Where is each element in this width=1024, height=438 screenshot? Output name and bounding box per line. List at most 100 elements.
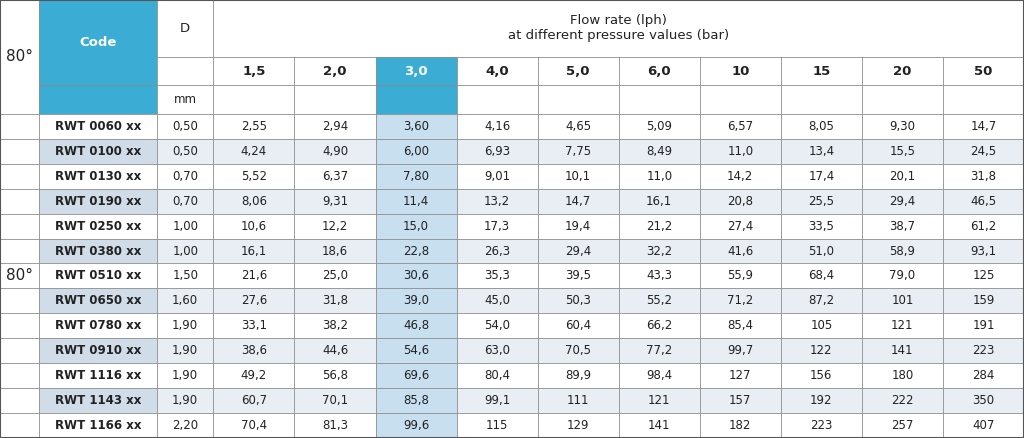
Text: 350: 350 bbox=[973, 394, 994, 407]
FancyBboxPatch shape bbox=[862, 164, 943, 189]
Text: 1,90: 1,90 bbox=[172, 394, 199, 407]
Text: RWT 0910 xx: RWT 0910 xx bbox=[55, 344, 141, 357]
FancyBboxPatch shape bbox=[376, 288, 457, 313]
FancyBboxPatch shape bbox=[0, 388, 39, 413]
FancyBboxPatch shape bbox=[457, 264, 538, 288]
FancyBboxPatch shape bbox=[0, 164, 39, 189]
Text: 21,2: 21,2 bbox=[646, 219, 673, 233]
FancyBboxPatch shape bbox=[0, 363, 39, 388]
Text: 99,7: 99,7 bbox=[727, 344, 754, 357]
FancyBboxPatch shape bbox=[157, 313, 213, 338]
FancyBboxPatch shape bbox=[618, 338, 699, 363]
FancyBboxPatch shape bbox=[213, 363, 295, 388]
FancyBboxPatch shape bbox=[157, 264, 213, 288]
FancyBboxPatch shape bbox=[295, 57, 376, 85]
FancyBboxPatch shape bbox=[457, 239, 538, 264]
FancyBboxPatch shape bbox=[213, 264, 295, 288]
Text: 6,00: 6,00 bbox=[403, 145, 429, 158]
Text: 46,5: 46,5 bbox=[971, 194, 996, 208]
FancyBboxPatch shape bbox=[699, 189, 781, 214]
Text: 0,50: 0,50 bbox=[172, 145, 198, 158]
Text: 129: 129 bbox=[567, 419, 590, 432]
FancyBboxPatch shape bbox=[295, 164, 376, 189]
FancyBboxPatch shape bbox=[157, 288, 213, 313]
FancyBboxPatch shape bbox=[699, 114, 781, 139]
FancyBboxPatch shape bbox=[862, 413, 943, 438]
FancyBboxPatch shape bbox=[538, 264, 618, 288]
Text: 11,0: 11,0 bbox=[646, 170, 673, 183]
Text: 141: 141 bbox=[891, 344, 913, 357]
FancyBboxPatch shape bbox=[157, 338, 213, 363]
FancyBboxPatch shape bbox=[376, 264, 457, 288]
Text: 79,0: 79,0 bbox=[890, 269, 915, 283]
FancyBboxPatch shape bbox=[538, 338, 618, 363]
Text: 38,6: 38,6 bbox=[241, 344, 267, 357]
FancyBboxPatch shape bbox=[295, 338, 376, 363]
Text: 1,00: 1,00 bbox=[172, 244, 199, 258]
FancyBboxPatch shape bbox=[213, 85, 295, 114]
Text: 85,8: 85,8 bbox=[403, 394, 429, 407]
FancyBboxPatch shape bbox=[943, 139, 1024, 164]
FancyBboxPatch shape bbox=[213, 313, 295, 338]
Text: 22,8: 22,8 bbox=[403, 244, 429, 258]
Text: 6,0: 6,0 bbox=[647, 65, 671, 78]
FancyBboxPatch shape bbox=[781, 114, 862, 139]
FancyBboxPatch shape bbox=[0, 114, 39, 139]
FancyBboxPatch shape bbox=[213, 239, 295, 264]
Text: 20,8: 20,8 bbox=[727, 194, 754, 208]
FancyBboxPatch shape bbox=[618, 85, 699, 114]
Text: 68,4: 68,4 bbox=[808, 269, 835, 283]
FancyBboxPatch shape bbox=[295, 388, 376, 413]
Text: 9,01: 9,01 bbox=[484, 170, 510, 183]
Text: 5,09: 5,09 bbox=[646, 120, 672, 133]
FancyBboxPatch shape bbox=[862, 114, 943, 139]
Text: 14,7: 14,7 bbox=[565, 194, 591, 208]
FancyBboxPatch shape bbox=[213, 189, 295, 214]
FancyBboxPatch shape bbox=[538, 413, 618, 438]
FancyBboxPatch shape bbox=[781, 189, 862, 214]
FancyBboxPatch shape bbox=[0, 313, 39, 338]
Text: 1,5: 1,5 bbox=[243, 65, 265, 78]
Text: 32,2: 32,2 bbox=[646, 244, 673, 258]
Text: 66,2: 66,2 bbox=[646, 319, 673, 332]
FancyBboxPatch shape bbox=[39, 85, 157, 114]
FancyBboxPatch shape bbox=[943, 114, 1024, 139]
Text: 19,4: 19,4 bbox=[565, 219, 591, 233]
FancyBboxPatch shape bbox=[457, 85, 538, 114]
FancyBboxPatch shape bbox=[457, 388, 538, 413]
Text: 407: 407 bbox=[972, 419, 994, 432]
Text: 8,05: 8,05 bbox=[808, 120, 835, 133]
Text: 2,55: 2,55 bbox=[241, 120, 267, 133]
FancyBboxPatch shape bbox=[943, 388, 1024, 413]
Text: 3,0: 3,0 bbox=[404, 65, 428, 78]
FancyBboxPatch shape bbox=[618, 388, 699, 413]
FancyBboxPatch shape bbox=[157, 388, 213, 413]
FancyBboxPatch shape bbox=[0, 413, 39, 438]
Text: RWT 0100 xx: RWT 0100 xx bbox=[55, 145, 141, 158]
Text: 56,8: 56,8 bbox=[322, 369, 348, 382]
FancyBboxPatch shape bbox=[538, 288, 618, 313]
Text: 17,4: 17,4 bbox=[808, 170, 835, 183]
FancyBboxPatch shape bbox=[699, 164, 781, 189]
FancyBboxPatch shape bbox=[295, 189, 376, 214]
FancyBboxPatch shape bbox=[538, 114, 618, 139]
Text: 4,90: 4,90 bbox=[322, 145, 348, 158]
Text: 71,2: 71,2 bbox=[727, 294, 754, 307]
Text: 55,2: 55,2 bbox=[646, 294, 672, 307]
FancyBboxPatch shape bbox=[943, 313, 1024, 338]
FancyBboxPatch shape bbox=[376, 239, 457, 264]
FancyBboxPatch shape bbox=[538, 214, 618, 239]
FancyBboxPatch shape bbox=[781, 164, 862, 189]
Text: 30,6: 30,6 bbox=[403, 269, 429, 283]
Text: 15,5: 15,5 bbox=[890, 145, 915, 158]
FancyBboxPatch shape bbox=[213, 164, 295, 189]
Text: 257: 257 bbox=[891, 419, 913, 432]
Text: 21,6: 21,6 bbox=[241, 269, 267, 283]
Text: 60,4: 60,4 bbox=[565, 319, 591, 332]
Text: 51,0: 51,0 bbox=[808, 244, 835, 258]
FancyBboxPatch shape bbox=[0, 338, 39, 363]
FancyBboxPatch shape bbox=[699, 363, 781, 388]
Text: 4,0: 4,0 bbox=[485, 65, 509, 78]
FancyBboxPatch shape bbox=[39, 214, 157, 239]
Text: 284: 284 bbox=[972, 369, 994, 382]
